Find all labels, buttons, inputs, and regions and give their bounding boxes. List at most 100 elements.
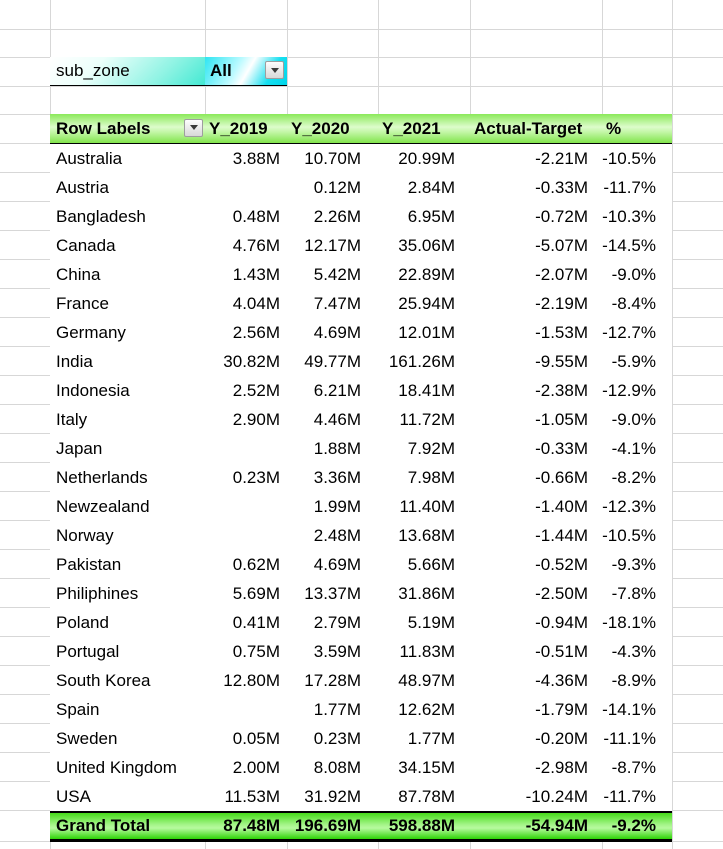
value-cell[interactable]: 0.12M	[313, 177, 361, 197]
value-cell[interactable]: 2.52M	[232, 380, 280, 400]
value-cell[interactable]: -0.52M	[535, 554, 588, 574]
column-header-y-2021[interactable]: Y_2021	[378, 114, 470, 143]
value-cell[interactable]: -10.3%	[602, 206, 656, 226]
value-cell[interactable]: 4.69M	[313, 554, 361, 574]
value-cell[interactable]: 3.59M	[313, 641, 361, 661]
value-cell[interactable]: -1.40M	[535, 496, 588, 516]
value-cell[interactable]	[205, 521, 287, 550]
value-cell[interactable]: 161.26M	[388, 351, 455, 371]
row-label-cell[interactable]: India	[56, 351, 93, 371]
value-cell[interactable]: 5.42M	[313, 264, 361, 284]
value-cell[interactable]: -5.07M	[535, 235, 588, 255]
value-cell[interactable]: -7.8%	[611, 583, 656, 603]
value-cell[interactable]: 17.28M	[304, 670, 361, 690]
value-cell[interactable]: -11.1%	[603, 728, 656, 748]
grand-total-label-cell[interactable]: Grand Total	[56, 815, 151, 835]
value-cell[interactable]: 3.36M	[313, 467, 361, 487]
row-label-cell[interactable]: United Kingdom	[56, 757, 177, 777]
value-cell[interactable]: 10.70M	[304, 148, 361, 168]
row-label-cell[interactable]: Australia	[56, 148, 123, 168]
filter-value-cell[interactable]: All	[205, 57, 287, 86]
row-label-cell[interactable]: Bangladesh	[56, 206, 146, 226]
value-cell[interactable]: -0.51M	[535, 641, 588, 661]
value-cell[interactable]: -8.4%	[611, 293, 656, 313]
value-cell[interactable]: 11.83M	[399, 641, 455, 661]
value-cell[interactable]: 2.56M	[232, 322, 280, 342]
value-cell[interactable]: 25.94M	[398, 293, 455, 313]
value-cell[interactable]: 3.88M	[232, 148, 280, 168]
value-cell[interactable]: -10.24M	[525, 786, 588, 806]
filter-label-cell[interactable]: sub_zone	[50, 57, 205, 86]
row-label-cell[interactable]: Sweden	[56, 728, 118, 748]
value-cell[interactable]: 20.99M	[398, 148, 455, 168]
value-cell[interactable]: 11.72M	[399, 409, 455, 429]
value-cell[interactable]: 1.99M	[313, 496, 361, 516]
value-cell[interactable]: -4.36M	[535, 670, 588, 690]
value-cell[interactable]: -18.1%	[602, 612, 656, 632]
value-cell[interactable]: 4.76M	[232, 235, 280, 255]
value-cell[interactable]: -12.9%	[602, 380, 656, 400]
value-cell[interactable]: 12.17M	[304, 235, 361, 255]
value-cell[interactable]: -2.38M	[535, 380, 588, 400]
row-label-cell[interactable]: Canada	[56, 235, 116, 255]
value-cell[interactable]: 0.23M	[313, 728, 361, 748]
value-cell[interactable]: -0.20M	[535, 728, 588, 748]
value-cell[interactable]: -14.1%	[602, 699, 656, 719]
column-header-row-labels[interactable]: Row Labels	[50, 114, 205, 143]
value-cell[interactable]: 31.92M	[304, 786, 361, 806]
value-cell[interactable]: 0.23M	[232, 467, 280, 487]
row-label-cell[interactable]: Austria	[56, 177, 109, 197]
value-cell[interactable]	[205, 695, 287, 724]
value-cell[interactable]: -9.3%	[611, 554, 656, 574]
value-cell[interactable]: -0.94M	[535, 612, 588, 632]
column-header-y-2020[interactable]: Y_2020	[287, 114, 378, 143]
value-cell[interactable]: 31.86M	[398, 583, 455, 603]
value-cell[interactable]: -10.5%	[602, 148, 656, 168]
row-label-cell[interactable]: Spain	[56, 699, 100, 719]
grand-total-value-cell[interactable]: -9.2%	[611, 815, 656, 835]
value-cell[interactable]: 7.92M	[407, 438, 455, 458]
value-cell[interactable]: -12.3%	[602, 496, 656, 516]
grand-total-value-cell[interactable]: 598.88M	[388, 815, 455, 835]
row-label-cell[interactable]: South Korea	[56, 670, 151, 690]
column-header-actual-target[interactable]: Actual-Target	[470, 114, 602, 143]
value-cell[interactable]: 1.43M	[232, 264, 280, 284]
value-cell[interactable]: 2.26M	[313, 206, 361, 226]
value-cell[interactable]: -10.5%	[602, 525, 656, 545]
value-cell[interactable]: -8.9%	[611, 670, 656, 690]
value-cell[interactable]: 22.89M	[398, 264, 455, 284]
value-cell[interactable]: -12.7%	[602, 322, 656, 342]
value-cell[interactable]: 4.46M	[313, 409, 361, 429]
value-cell[interactable]: -0.33M	[535, 177, 588, 197]
value-cell[interactable]: 1.77M	[313, 699, 361, 719]
row-label-cell[interactable]: France	[56, 293, 109, 313]
value-cell[interactable]: -0.33M	[535, 438, 588, 458]
value-cell[interactable]: 13.68M	[398, 525, 455, 545]
value-cell[interactable]: 5.19M	[407, 612, 455, 632]
grand-total-value-cell[interactable]: 87.48M	[223, 815, 280, 835]
row-label-cell[interactable]: Norway	[56, 525, 114, 545]
value-cell[interactable]: -0.72M	[535, 206, 588, 226]
value-cell[interactable]: 49.77M	[304, 351, 361, 371]
column-header-y-2019[interactable]: Y_2019	[205, 114, 287, 143]
value-cell[interactable]: -14.5%	[602, 235, 656, 255]
value-cell[interactable]: 12.62M	[398, 699, 455, 719]
value-cell[interactable]: 5.66M	[407, 554, 455, 574]
value-cell[interactable]: 7.98M	[407, 467, 455, 487]
value-cell[interactable]: 4.04M	[232, 293, 280, 313]
value-cell[interactable]: 0.05M	[232, 728, 280, 748]
value-cell[interactable]: -2.50M	[535, 583, 588, 603]
value-cell[interactable]: 0.75M	[232, 641, 280, 661]
value-cell[interactable]: -11.7%	[603, 177, 656, 197]
row-label-cell[interactable]: Netherlands	[56, 467, 148, 487]
value-cell[interactable]: 0.62M	[232, 554, 280, 574]
value-cell[interactable]: 30.82M	[223, 351, 280, 371]
value-cell[interactable]: 13.37M	[304, 583, 361, 603]
value-cell[interactable]: -8.2%	[611, 467, 656, 487]
value-cell[interactable]: -2.19M	[535, 293, 588, 313]
value-cell[interactable]: 11.53M	[224, 786, 280, 806]
value-cell[interactable]: 12.01M	[398, 322, 455, 342]
value-cell[interactable]: 87.78M	[398, 786, 455, 806]
value-cell[interactable]: -2.07M	[535, 264, 588, 284]
value-cell[interactable]: 2.79M	[313, 612, 361, 632]
